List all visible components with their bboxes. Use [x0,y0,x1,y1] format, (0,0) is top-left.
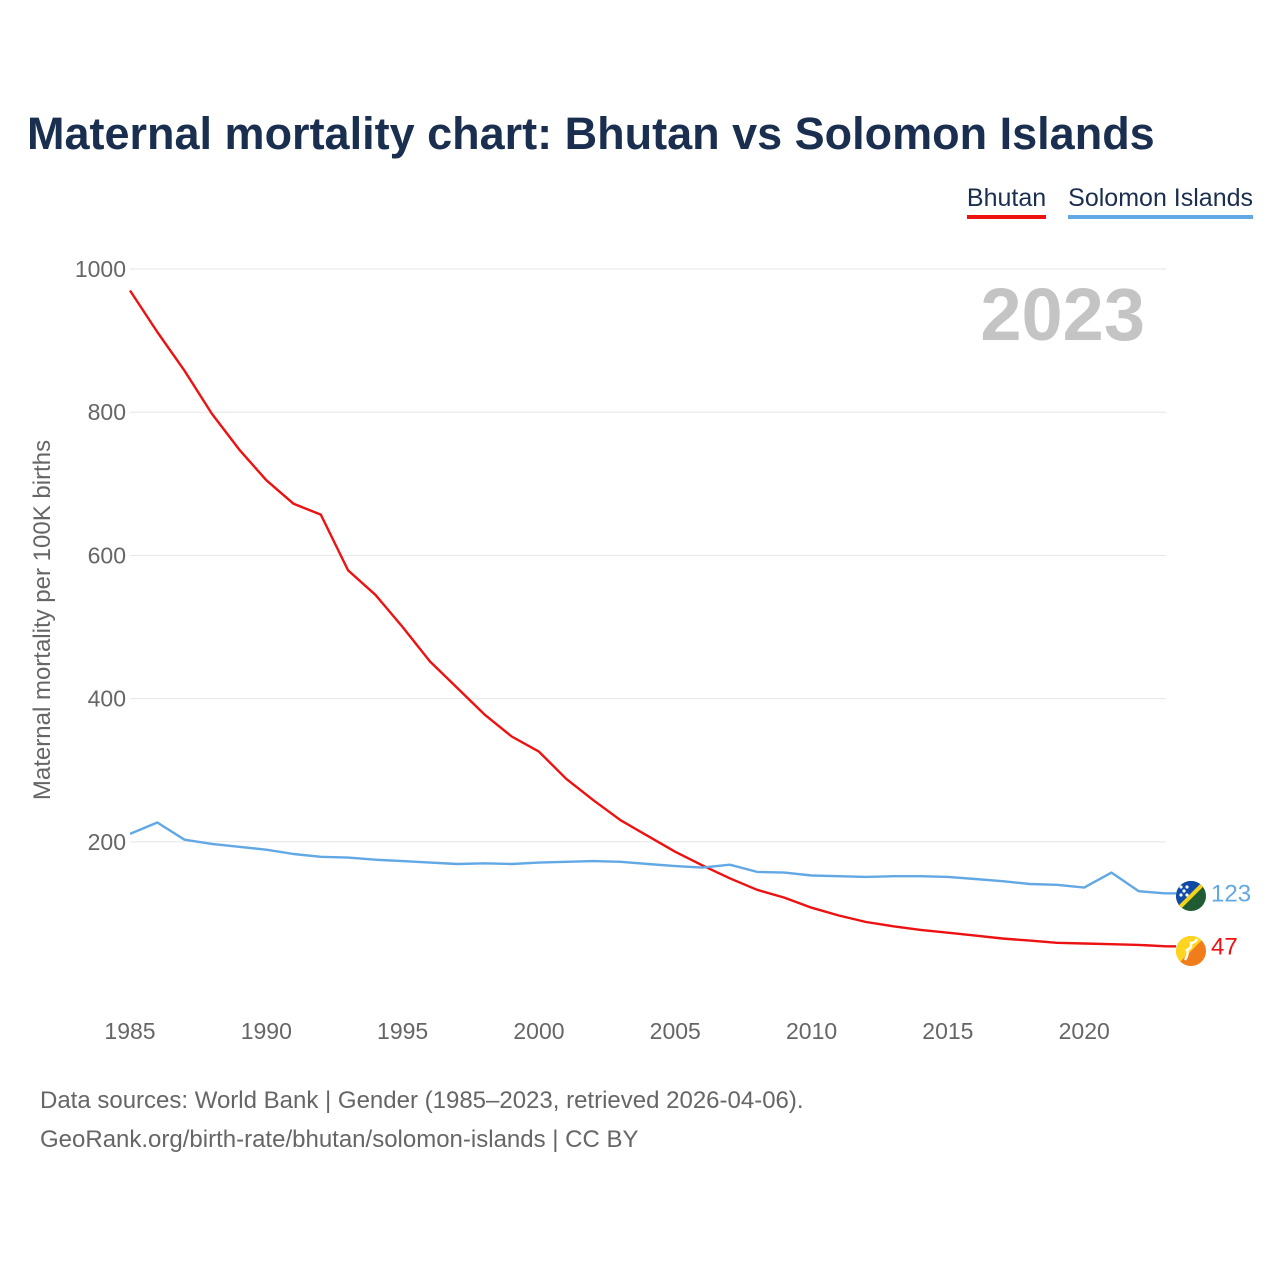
gridlines [130,268,1166,843]
series-line-solomon-islands [129,821,1167,895]
year-label: 2023 [980,273,1145,356]
x-tick-label: 1990 [241,1018,292,1044]
legend-item-solomon-islands[interactable]: Solomon Islands [1068,184,1253,219]
bhutan-flag-icon [1176,936,1206,966]
series-line-bhutan [128,289,1167,948]
solomon-islands-flag-icon [1176,881,1206,911]
x-tick-label: 1985 [104,1018,155,1044]
end-labels: 47 123 [1211,880,1251,960]
x-tick-label: 1995 [377,1018,428,1044]
x-tick-label: 2020 [1059,1018,1110,1044]
x-tick-label: 2005 [650,1018,701,1044]
y-tick-label: 200 [88,829,126,855]
legend-item-bhutan[interactable]: Bhutan [966,184,1047,219]
y-tick-label: 600 [88,542,126,568]
legend: Bhutan Solomon Islands [966,184,1253,219]
footer-credit: GeoRank.org/birth-rate/bhutan/solomon-is… [40,1126,639,1153]
x-axis-ticks: 1985 1990 1995 2000 2005 2010 2015 2020 [104,1018,1109,1044]
y-axis-label: Maternal mortality per 100K births [29,440,56,800]
chart: 200 400 600 800 1000 1985 1990 1995 2000 2005 201… [29,256,1251,1044]
page-title: Maternal mortality chart: Bhutan vs Solo… [27,108,1155,159]
footer-sources: Data sources: World Bank | Gender (1985–… [40,1087,804,1114]
x-tick-label: 2010 [786,1018,837,1044]
x-tick-label: 2000 [513,1018,564,1044]
series-lines [128,289,1176,948]
y-tick-label: 800 [88,399,126,425]
end-label-bhutan: 47 [1211,933,1238,960]
y-tick-label: 400 [88,686,126,712]
y-tick-label: 1000 [75,256,126,282]
end-label-solomon-islands: 123 [1211,880,1251,907]
y-axis-ticks: 200 400 600 800 1000 [75,256,126,855]
x-tick-label: 2015 [922,1018,973,1044]
